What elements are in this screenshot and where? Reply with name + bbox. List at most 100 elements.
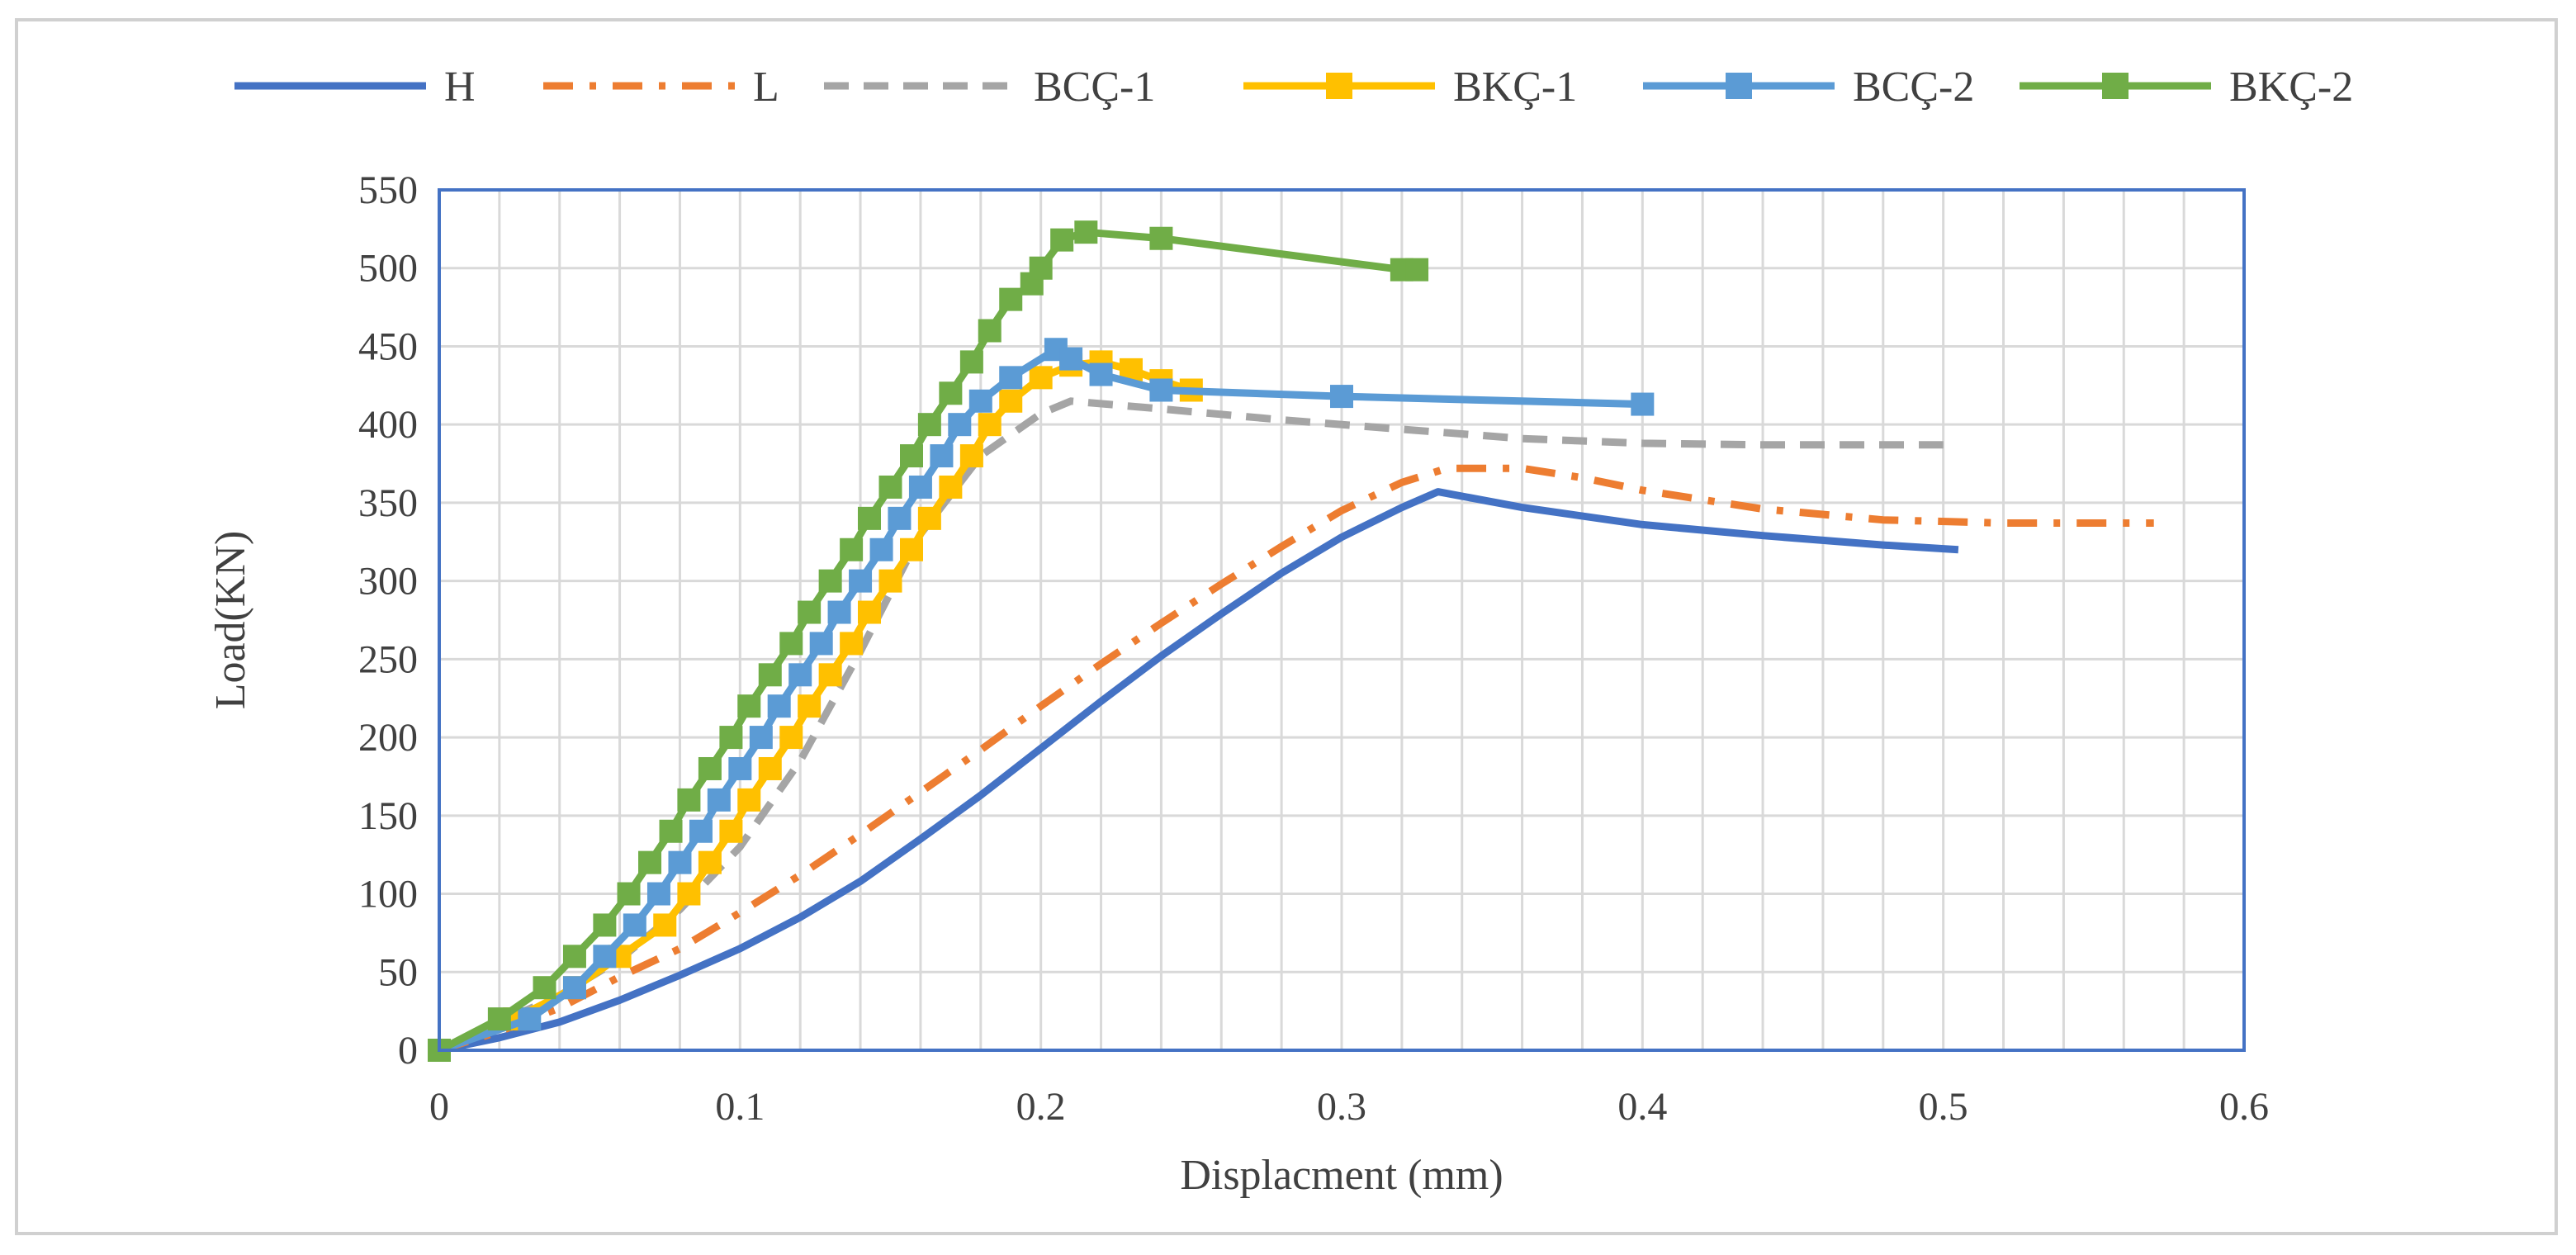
data-point [959, 444, 983, 468]
y-tick-label: 150 [358, 794, 418, 838]
data-point [999, 389, 1023, 413]
data-point [948, 413, 972, 437]
data-point [1149, 226, 1173, 250]
data-point [1631, 392, 1655, 416]
data-point [809, 632, 833, 656]
data-point [827, 600, 851, 624]
data-point [818, 569, 842, 593]
data-point [749, 726, 773, 750]
y-tick-label: 200 [358, 716, 418, 760]
y-tick-label: 50 [378, 950, 418, 994]
legend-label: L [753, 64, 779, 111]
data-point [939, 475, 963, 499]
data-point [840, 632, 864, 656]
series-line [438, 488, 1959, 1054]
legend-item: L [543, 64, 779, 111]
y-tick-label: 550 [358, 168, 418, 212]
legend-marker [2102, 73, 2129, 99]
x-tick-label: 0.4 [1617, 1085, 1667, 1129]
series-line [438, 464, 2154, 1054]
series-h [438, 488, 1959, 1054]
data-point [1029, 256, 1053, 280]
data-point [999, 366, 1023, 390]
data-point [900, 538, 924, 561]
data-point [1405, 258, 1429, 282]
data-point [908, 475, 932, 499]
data-point [788, 663, 812, 687]
data-point [562, 945, 586, 968]
data-point [968, 389, 992, 413]
data-point [869, 538, 893, 561]
data-point [779, 632, 803, 656]
data-point [917, 506, 941, 530]
x-tick-label: 0.5 [1919, 1085, 1968, 1129]
data-point [959, 350, 983, 374]
data-point [728, 756, 752, 780]
data-point [999, 287, 1023, 311]
data-point [978, 319, 1002, 343]
legend-label: H [444, 64, 476, 111]
legend: H L BCÇ-1 BKÇ-1 BCÇ-2 BKÇ-2 [234, 64, 2353, 111]
y-tick-label: 400 [358, 403, 418, 447]
data-point [1074, 220, 1098, 244]
data-point [1029, 366, 1053, 390]
x-tick-label: 0.3 [1317, 1085, 1366, 1129]
y-axis-label: Load(KN) [207, 531, 254, 710]
data-point [562, 976, 586, 1000]
series-bkc-1 [428, 350, 1203, 1062]
data-point [758, 756, 782, 780]
x-tick-label: 0 [429, 1085, 449, 1129]
data-point [900, 444, 924, 468]
data-point [779, 726, 803, 750]
series-bcc-1 [438, 397, 1944, 1054]
data-point [888, 506, 912, 530]
series-line [438, 397, 1944, 1054]
legend-label: BKÇ-2 [2229, 64, 2353, 111]
series-bcc-2 [428, 338, 1655, 1062]
data-point [698, 850, 722, 874]
data-point [698, 756, 722, 780]
data-point [818, 663, 842, 687]
y-tick-label: 450 [358, 324, 418, 368]
data-point [653, 913, 677, 937]
data-point [857, 600, 881, 624]
data-point [1089, 362, 1113, 386]
data-point [689, 819, 713, 843]
series-line [437, 228, 1418, 1054]
data-point [1059, 347, 1083, 371]
data-point [617, 882, 641, 906]
data-point [849, 569, 873, 593]
series-l [438, 464, 2154, 1054]
data-point [533, 976, 556, 1000]
legend-item: BKÇ-2 [2020, 64, 2353, 111]
data-point [593, 913, 617, 937]
data-point [840, 538, 864, 561]
data-point [930, 444, 954, 468]
series-line [438, 358, 1193, 1054]
legend-marker [1726, 73, 1752, 99]
data-point [878, 475, 902, 499]
legend-marker [1326, 73, 1352, 99]
data-point [646, 882, 670, 906]
data-point [758, 663, 782, 687]
legend-item: H [234, 64, 476, 111]
data-point [878, 569, 902, 593]
legend-label: BCÇ-1 [1034, 64, 1155, 111]
y-tick-label: 500 [358, 247, 418, 291]
data-point [518, 1007, 542, 1031]
data-point [798, 694, 822, 718]
data-point [1330, 385, 1353, 409]
x-tick-label: 0.6 [2219, 1085, 2269, 1129]
data-point [623, 913, 646, 937]
y-tick-label: 0 [398, 1029, 418, 1073]
plot-border [438, 188, 2246, 1052]
data-point [1149, 378, 1173, 402]
legend-label: BKÇ-1 [1453, 64, 1577, 111]
data-point [593, 945, 617, 968]
x-axis-label: Displacment (mm) [1180, 1152, 1503, 1199]
x-tick-label: 0.1 [715, 1085, 765, 1129]
legend-item: BKÇ-1 [1243, 64, 1577, 111]
data-point [939, 381, 963, 405]
data-point [677, 882, 701, 906]
legend-label: BCÇ-2 [1853, 64, 1974, 111]
